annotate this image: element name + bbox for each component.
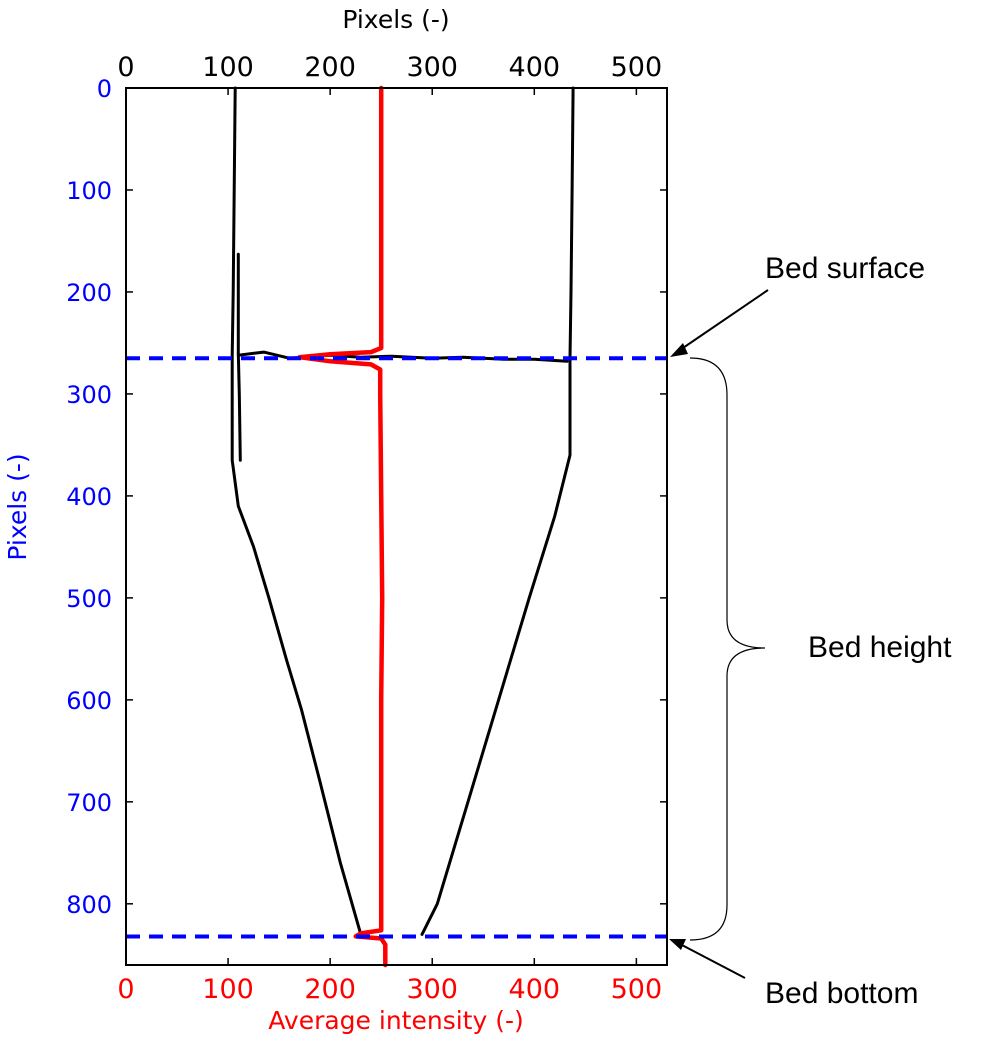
left-tick-label: 0 — [97, 75, 112, 103]
plot-frame — [125, 87, 668, 966]
bottom-tick-label: 500 — [611, 974, 663, 1005]
left-axis-title: Pixels (-) — [3, 453, 32, 560]
top-tick-label: 400 — [509, 52, 561, 83]
top-tick-label: 500 — [611, 52, 663, 83]
annotation-bed-surface: Bed surface — [765, 252, 925, 285]
top-axis-title: Pixels (-) — [342, 5, 449, 34]
annotation-bed-bottom: Bed bottom — [765, 977, 918, 1010]
bottom-tick-label: 300 — [406, 974, 458, 1005]
top-tick-label: 300 — [406, 52, 458, 83]
left-tick-label: 200 — [66, 279, 112, 307]
bottom-tick-label: 400 — [509, 974, 561, 1005]
series-line-bed-surface-edge — [236, 350, 569, 363]
left-tick-label: 500 — [66, 585, 112, 613]
left-tick-label: 300 — [66, 381, 112, 409]
top-axis-ticks: 0 100 200 300 400 500 — [117, 52, 662, 95]
bottom-tick-label: 100 — [202, 974, 254, 1005]
annotations: Bed surface Bed height Bed bottom — [669, 252, 952, 1010]
annotation-bed-height: Bed height — [808, 631, 952, 664]
series-line-left-wall — [230, 86, 363, 936]
bottom-tick-label: 200 — [304, 974, 356, 1005]
bed-height-brace — [689, 357, 766, 941]
bed-surface-arrow-head — [670, 343, 688, 357]
bed-bottom-arrow-head — [669, 939, 686, 950]
bed-bottom-arrow-shaft — [679, 943, 746, 979]
bottom-tick-label: 0 — [117, 974, 134, 1005]
left-tick-label: 700 — [66, 789, 112, 817]
plot-area-content — [126, 85, 667, 968]
bed-surface-arrow-shaft — [679, 289, 769, 351]
left-tick-label: 100 — [66, 177, 112, 205]
left-tick-label: 800 — [66, 891, 112, 919]
left-tick-label: 600 — [66, 687, 112, 715]
series-line-right-wall — [420, 86, 575, 936]
top-tick-label: 100 — [202, 52, 254, 83]
left-axis-ticks: 0 100 200 300 400 500 600 700 800 — [66, 75, 667, 919]
bottom-axis-title: Average intensity (-) — [268, 1006, 523, 1035]
series-line-inner-left-line — [236, 252, 242, 462]
left-tick-label: 400 — [66, 483, 112, 511]
bottom-axis-ticks: 0 100 200 300 400 500 — [117, 958, 662, 1005]
series-line-average-intensity — [297, 85, 388, 968]
top-tick-label: 0 — [117, 52, 134, 83]
top-tick-label: 200 — [304, 52, 356, 83]
